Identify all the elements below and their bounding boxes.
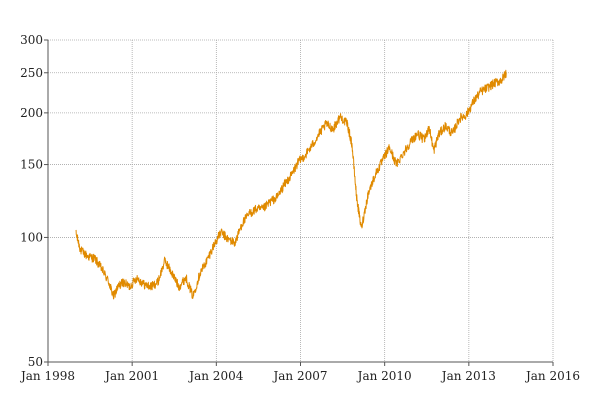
data-point	[255, 209, 256, 210]
grid-lines	[47, 39, 554, 363]
data-point	[494, 83, 495, 84]
price-series-line	[75, 69, 507, 300]
data-point	[424, 139, 425, 140]
y-tick-label: 200	[20, 106, 43, 120]
data-point	[270, 201, 271, 202]
data-point	[284, 184, 285, 185]
data-point	[428, 126, 429, 127]
y-tick-label: 150	[20, 158, 43, 172]
data-point	[108, 281, 109, 282]
x-tick-label: Jan 2001	[103, 369, 159, 383]
data-point	[410, 141, 411, 142]
data-point	[466, 114, 467, 115]
x-tick-label: Jan 2007	[271, 369, 327, 383]
data-point	[487, 87, 488, 88]
data-point	[129, 286, 130, 287]
data-point	[118, 286, 119, 287]
data-point	[417, 133, 418, 134]
y-tick-label: 300	[20, 33, 43, 47]
data-point	[101, 268, 102, 269]
data-point	[333, 128, 334, 129]
data-point	[262, 209, 263, 210]
data-point	[389, 147, 390, 148]
data-point	[403, 152, 404, 153]
data-point	[136, 277, 137, 278]
data-point	[445, 125, 446, 126]
data-point	[80, 250, 81, 251]
data-point	[192, 296, 193, 297]
data-point	[113, 296, 114, 297]
data-point	[87, 256, 88, 257]
tick-labels: 50 100 150 200 250 300 Jan 1998 Jan 2001 Jan 200…	[19, 33, 580, 383]
data-point	[248, 213, 249, 214]
data-point	[227, 239, 228, 240]
data-point	[319, 133, 320, 134]
data-point	[506, 72, 507, 73]
data-point	[340, 116, 341, 117]
y-tick-label: 100	[20, 230, 43, 244]
data-point	[356, 197, 357, 198]
x-tick-label: Jan 1998	[19, 369, 75, 383]
data-point	[438, 134, 439, 135]
data-point	[150, 286, 151, 287]
axes	[44, 39, 554, 366]
data-point	[213, 244, 214, 245]
data-point	[347, 123, 348, 124]
x-tick-label: Jan 2010	[356, 369, 412, 383]
data-point	[94, 258, 95, 259]
x-tick-label: Jan 2004	[187, 369, 243, 383]
y-tick-label: 250	[20, 66, 43, 80]
series-layer	[75, 69, 507, 300]
data-point	[452, 133, 453, 134]
data-point	[157, 281, 158, 282]
data-point	[206, 260, 207, 261]
data-point	[171, 273, 172, 274]
data-point	[361, 228, 362, 229]
data-point	[351, 144, 352, 145]
data-point	[277, 197, 278, 198]
data-point	[185, 277, 186, 278]
data-point	[480, 91, 481, 92]
data-point	[501, 80, 502, 81]
data-point	[178, 286, 179, 287]
data-point	[199, 273, 200, 274]
data-point	[312, 145, 313, 146]
data-point	[326, 123, 327, 124]
y-tick-label: 50	[28, 355, 43, 369]
data-point	[396, 164, 397, 165]
data-point	[122, 281, 123, 282]
data-point	[234, 242, 235, 243]
data-point	[143, 284, 144, 285]
data-point	[305, 155, 306, 156]
data-point	[220, 232, 221, 233]
data-point	[164, 260, 165, 261]
x-tick-label: Jan 2013	[440, 369, 496, 383]
data-point	[291, 175, 292, 176]
x-tick-label: Jan 2016	[524, 369, 580, 383]
data-point	[375, 174, 376, 175]
data-point	[75, 233, 76, 234]
data-point	[459, 118, 460, 119]
data-point	[382, 160, 383, 161]
data-point	[473, 101, 474, 102]
data-point	[298, 162, 299, 163]
data-point	[368, 192, 369, 193]
data-point	[433, 150, 434, 151]
data-point	[241, 223, 242, 224]
